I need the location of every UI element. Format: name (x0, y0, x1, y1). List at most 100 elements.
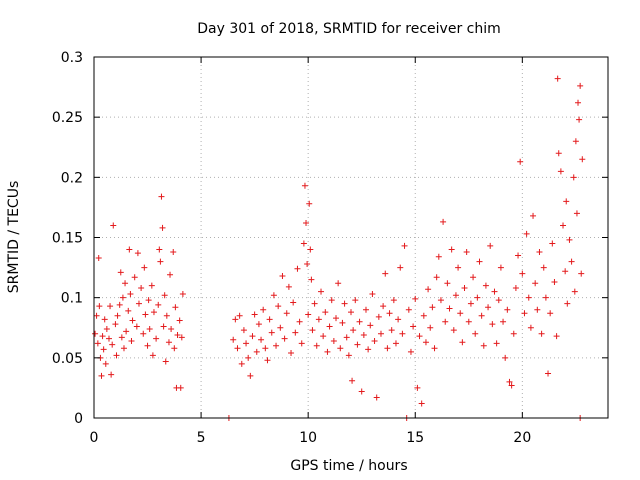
data-point (100, 346, 107, 353)
data-point (553, 333, 560, 340)
data-point (418, 400, 425, 407)
data-point (288, 350, 295, 357)
data-point (369, 291, 376, 298)
data-point (255, 321, 262, 328)
data-point (294, 265, 301, 272)
data-point (448, 246, 455, 253)
data-point (525, 294, 532, 301)
data-point (519, 270, 526, 277)
data-point (102, 360, 109, 367)
data-point (333, 315, 340, 322)
data-point (94, 340, 101, 347)
data-point (457, 310, 464, 317)
data-point (527, 324, 534, 331)
data-point (318, 288, 325, 295)
data-point (442, 318, 449, 325)
data-point (455, 264, 462, 271)
data-point (98, 372, 105, 379)
data-point (116, 301, 123, 308)
data-point (360, 331, 367, 338)
data-point (557, 168, 564, 175)
data-point (461, 285, 468, 292)
data-point (311, 300, 318, 307)
data-point (238, 360, 245, 367)
data-point (358, 388, 365, 395)
data-point (489, 321, 496, 328)
data-point (146, 325, 153, 332)
data-point (270, 292, 277, 299)
data-point (179, 291, 186, 298)
data-point (141, 264, 148, 271)
data-point (230, 336, 237, 343)
data-point (122, 280, 129, 287)
data-point (465, 318, 472, 325)
data-point (161, 292, 168, 299)
data-point (157, 258, 164, 265)
data-point (131, 274, 138, 281)
x-tick-label: 5 (197, 430, 206, 446)
data-point (307, 246, 314, 253)
data-point (570, 174, 577, 181)
data-point (119, 294, 126, 301)
data-point (308, 276, 315, 283)
data-point (174, 331, 181, 338)
data-point (382, 270, 389, 277)
data-point (491, 288, 498, 295)
data-point (573, 210, 580, 217)
data-point (148, 282, 155, 289)
data-point (234, 345, 241, 352)
data-point (247, 372, 254, 379)
data-point (335, 280, 342, 287)
data-point (150, 309, 157, 316)
data-point (273, 342, 280, 349)
data-point (134, 250, 141, 257)
chart-title: Day 301 of 2018, SRMTID for receiver chi… (197, 21, 501, 37)
data-point (560, 222, 567, 229)
data-point (162, 358, 169, 365)
data-point (420, 312, 427, 319)
data-point (348, 309, 354, 316)
data-point (572, 138, 579, 145)
data-point (145, 297, 152, 304)
data-point (350, 327, 357, 334)
data-point (305, 311, 312, 318)
data-point (117, 269, 124, 276)
data-point (123, 328, 130, 335)
data-point (536, 248, 543, 255)
data-point (135, 300, 142, 307)
data-point (304, 260, 311, 267)
data-point (397, 264, 404, 271)
data-point (110, 222, 117, 229)
data-point (101, 316, 108, 323)
data-point (371, 337, 378, 344)
data-point (337, 345, 344, 352)
data-point (530, 212, 537, 219)
grid-lines (94, 57, 608, 418)
data-point (493, 340, 500, 347)
data-point (324, 348, 331, 355)
data-point (168, 325, 175, 332)
data-point (377, 330, 384, 337)
data-point (249, 333, 256, 340)
data-point (478, 312, 485, 319)
data-point (352, 297, 359, 304)
data-point (328, 297, 335, 304)
data-point (506, 378, 513, 385)
data-point (356, 318, 363, 325)
data-point (470, 274, 477, 281)
data-point (540, 264, 547, 271)
data-point (425, 286, 432, 293)
data-point (326, 323, 333, 330)
data-point (534, 306, 541, 313)
data-point (474, 294, 481, 301)
data-point (386, 310, 393, 317)
data-point (322, 309, 329, 316)
data-point (306, 200, 313, 207)
data-point (165, 339, 172, 346)
data-point (279, 273, 286, 280)
data-point (260, 306, 267, 313)
data-point (390, 297, 397, 304)
data-point (92, 330, 99, 337)
data-point (467, 300, 474, 307)
